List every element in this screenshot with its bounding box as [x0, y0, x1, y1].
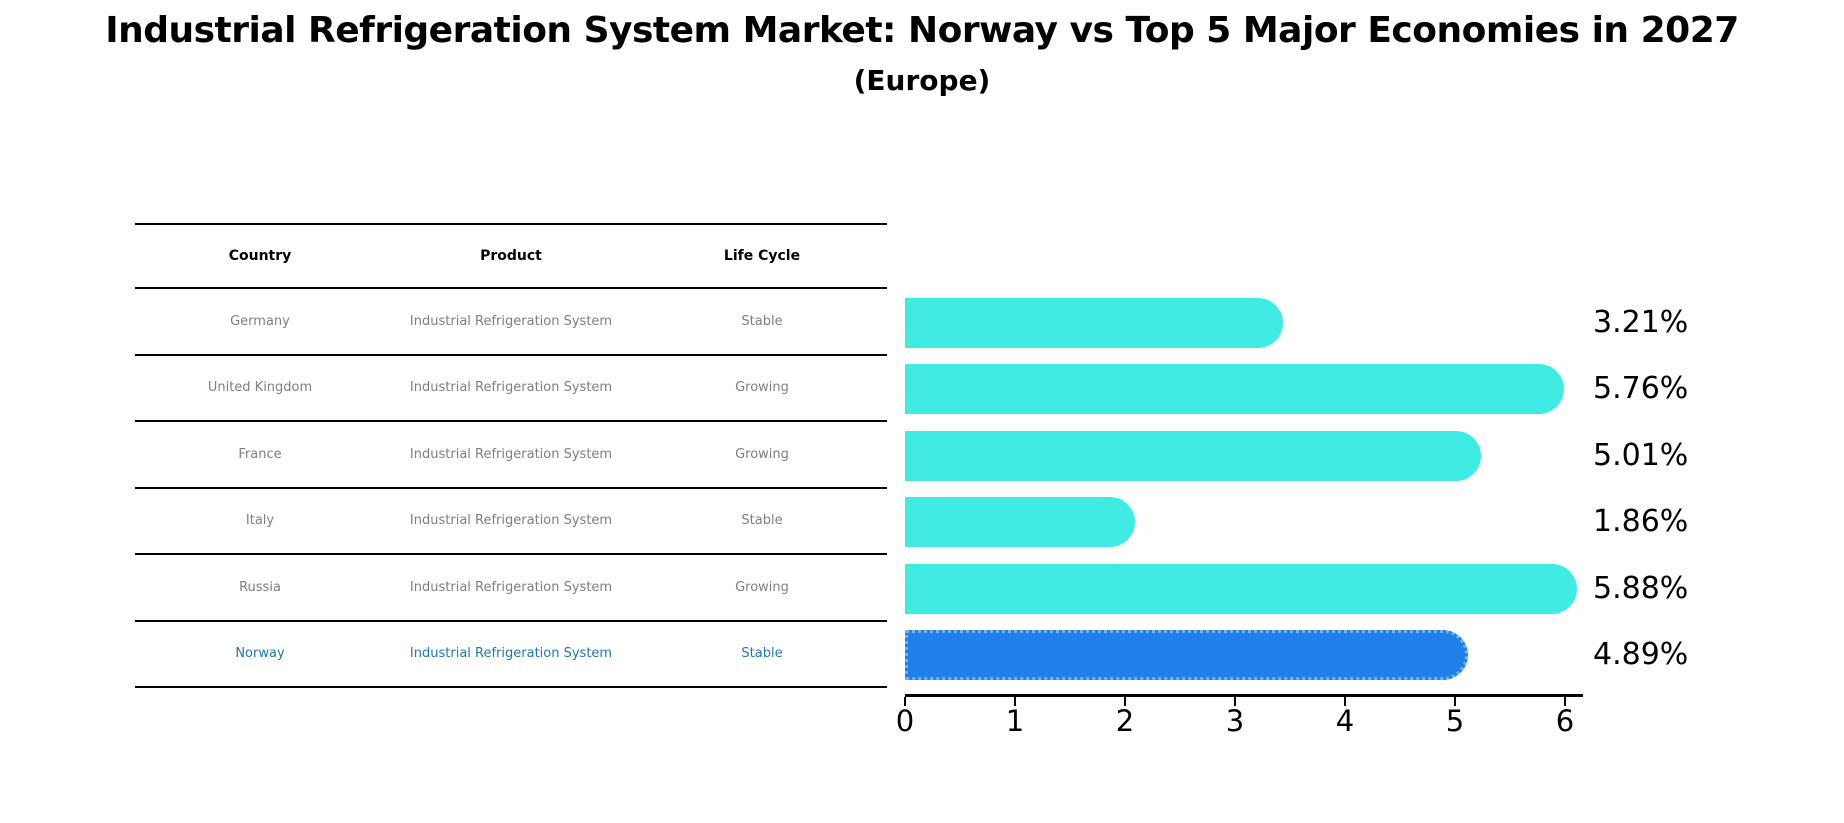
table-row-germany: Germany Industrial Refrigeration System …	[135, 289, 887, 356]
cell-life-cycle: Stable	[741, 646, 783, 662]
cell-product: Industrial Refrigeration System	[409, 579, 613, 595]
bar-value-label-russia: 5.88%	[1593, 570, 1689, 606]
x-axis-line	[905, 694, 1583, 697]
bar-germany	[905, 297, 1284, 348]
cell-country: United Kingdom	[207, 380, 313, 396]
country-table: Country Product Life Cycle Germany Indus…	[135, 223, 887, 688]
header-life-cycle: Life Cycle	[723, 248, 801, 264]
bar-russia	[905, 563, 1577, 614]
x-tick-label: 2	[1115, 704, 1135, 738]
cell-life-cycle: Stable	[741, 313, 783, 329]
table-row-norway: Norway Industrial Refrigeration System S…	[135, 622, 887, 688]
bar-value-label-norway: 4.89%	[1593, 637, 1689, 672]
x-tick-label: 4	[1335, 704, 1355, 738]
cell-life-cycle: Growing	[735, 446, 789, 462]
cell-life-cycle: Growing	[735, 579, 789, 595]
cell-country: Germany	[230, 313, 290, 329]
x-tick-label: 6	[1555, 704, 1575, 738]
bar-value-label-germany: 3.21%	[1593, 304, 1689, 340]
x-tick-label: 0	[895, 704, 915, 738]
bar-italy	[905, 497, 1135, 547]
cell-country: France	[238, 446, 282, 462]
bar-value-label-united-kingdom: 5.76%	[1593, 371, 1689, 406]
header-country: Country	[228, 248, 292, 264]
header-product: Product	[480, 248, 542, 264]
cell-country: Russia	[239, 579, 281, 595]
cell-product: Industrial Refrigeration System	[409, 313, 613, 329]
table-row-italy: Italy Industrial Refrigeration System St…	[135, 489, 887, 555]
table-row-france: France Industrial Refrigeration System G…	[135, 422, 887, 489]
bar-norway	[905, 630, 1468, 680]
cell-life-cycle: Growing	[735, 380, 789, 396]
bar-value-label-france: 5.01%	[1593, 437, 1689, 473]
x-tick-label: 5	[1445, 704, 1465, 738]
page-subtitle: (Europe)	[853, 64, 991, 97]
bar-value-label-italy: 1.86%	[1593, 504, 1689, 539]
cell-country: Norway	[235, 646, 285, 662]
x-tick-label: 1	[1005, 704, 1025, 738]
x-tick-mark	[1013, 697, 1017, 706]
bar-united-kingdom	[905, 364, 1564, 414]
x-tick-label: 3	[1225, 704, 1245, 738]
x-tick-mark	[1123, 697, 1127, 706]
table-row-russia: Russia Industrial Refrigeration System G…	[135, 555, 887, 622]
table-header-row: Country Product Life Cycle	[135, 223, 887, 289]
x-tick-mark	[1343, 697, 1347, 706]
x-tick-mark	[1453, 697, 1457, 706]
bar-france	[905, 430, 1482, 481]
cell-life-cycle: Stable	[741, 513, 783, 529]
cell-product: Industrial Refrigeration System	[409, 646, 613, 662]
cell-product: Industrial Refrigeration System	[409, 513, 613, 529]
x-tick-mark	[1563, 697, 1567, 706]
cell-country: Italy	[245, 513, 275, 529]
table-row-united-kingdom: United Kingdom Industrial Refrigeration …	[135, 356, 887, 422]
cell-product: Industrial Refrigeration System	[409, 380, 613, 396]
cell-product: Industrial Refrigeration System	[409, 446, 613, 462]
x-tick-mark	[903, 697, 907, 706]
page-title: Industrial Refrigeration System Market: …	[105, 10, 1739, 51]
x-tick-mark	[1233, 697, 1237, 706]
